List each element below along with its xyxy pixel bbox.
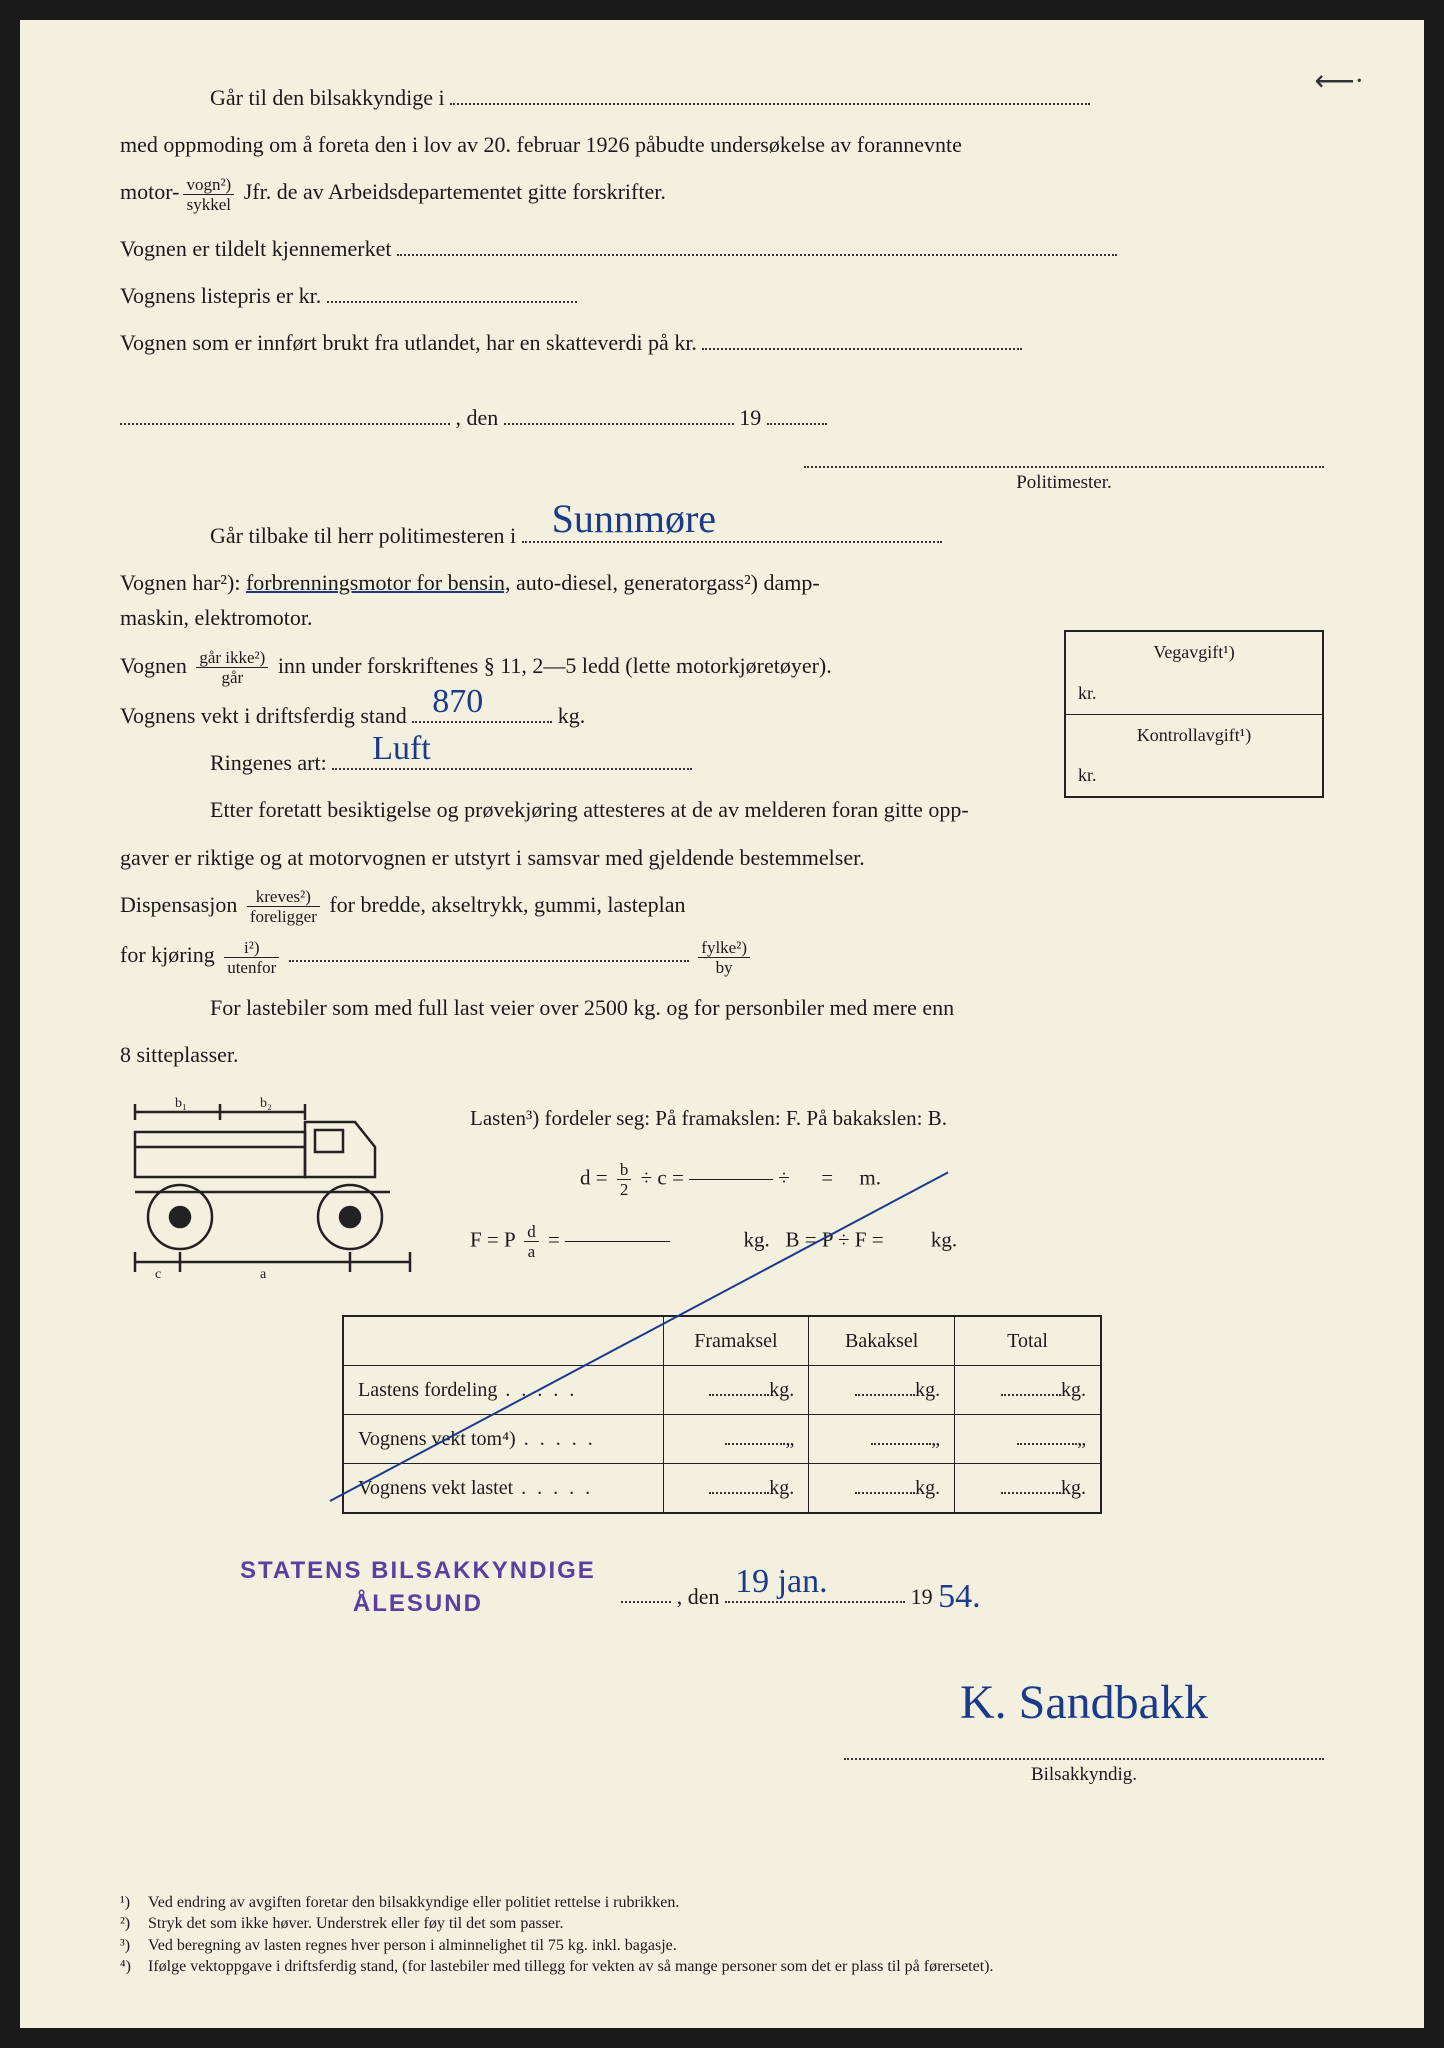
label: Bilsakkyndig.: [844, 1760, 1324, 1790]
kr1: kr.: [1066, 673, 1322, 714]
fraction-vogn-sykkel: vogn²)sykkel: [183, 176, 234, 213]
vegavgift-label: Vegavgift¹): [1066, 632, 1322, 673]
date-value: 19 jan.: [735, 1555, 828, 1609]
line-gar-ikke: Vognen går ikke²)går inn under forskrift…: [120, 648, 900, 686]
blank: [289, 940, 689, 962]
row2-label: Vognens vekt tom⁴): [358, 1428, 596, 1450]
label: Vognens vekt i driftsferdig stand: [120, 703, 407, 728]
kontrollavgift-label: Kontrollavgift¹): [1066, 715, 1322, 756]
value: Sunnmøre: [552, 487, 716, 551]
line-motor-types: Vognen har²): forbrenningsmotor for bens…: [120, 565, 900, 635]
document-page: ⟵· Går til den bilsakkyndige i med oppmo…: [0, 0, 1444, 2048]
fee-box: Vegavgift¹) kr. Kontrollavgift¹) kr.: [1064, 630, 1324, 798]
text: Dispensasjon: [120, 892, 237, 917]
value: Luft: [372, 722, 431, 776]
attestation-2: gaver er riktige og at motorvognen er ut…: [120, 840, 1324, 875]
kr2: kr.: [1066, 755, 1322, 796]
blank: [450, 83, 1090, 105]
signature: K. Sandbakk: [960, 1665, 1208, 1742]
text: inn under forskriftenes § 11, 2—5 ledd (…: [278, 653, 832, 678]
fn2: Stryk det som ikke høver. Understrek ell…: [148, 1913, 563, 1935]
final-signature: K. Sandbakk Bilsakkyndig.: [120, 1661, 1324, 1790]
line-date-1: , den 19: [120, 400, 1324, 435]
stamp: STATENS BILSAKKYNDIGE ÅLESUND: [240, 1554, 596, 1621]
truck-section: c a b₁ b₂ Lasten³) fordeler seg: På fram…: [120, 1092, 1324, 1285]
underlined: forbrenningsmotor for bensin,: [246, 570, 511, 595]
politimester-signature: Politimester.: [120, 466, 1324, 498]
blank: Sunnmøre: [522, 521, 942, 543]
text: Vognens listepris er kr.: [120, 283, 321, 308]
fn3: Ved beregning av lasten regnes hver pers…: [148, 1935, 677, 1957]
text: med oppmoding om å foreta den i lov av 2…: [120, 132, 962, 157]
blank: 870: [412, 701, 552, 723]
line-expert: Går til den bilsakkyndige i: [120, 80, 1324, 115]
year-value: 54.: [938, 1570, 981, 1624]
blank: [504, 403, 734, 425]
svg-text:b₂: b₂: [260, 1096, 272, 1111]
top-scribble: ⟵·: [1315, 60, 1364, 105]
row1-label: Lastens fordeling: [358, 1379, 577, 1401]
line-skatteverdi: Vognen som er innført brukt fra utlandet…: [120, 325, 1324, 360]
col-bakaksel: Bakaksel: [809, 1316, 955, 1366]
line2: maskin, elektromotor.: [120, 605, 312, 630]
line-motor-frac: motor-vogn²)sykkel Jfr. de av Arbeidsdep…: [120, 174, 1324, 212]
svg-text:c: c: [155, 1267, 161, 1282]
text: 19: [739, 405, 761, 430]
truck-diagram: c a b₁ b₂: [120, 1092, 440, 1282]
rest: auto-diesel, generatorgass²) damp-: [516, 570, 820, 595]
weight-table: Framaksel Bakaksel Total Lastens fordeli…: [342, 1315, 1102, 1514]
fraction-kreves: kreves²)foreligger: [247, 888, 320, 925]
unit: kg.: [558, 703, 586, 728]
svg-text:b₁: b₁: [175, 1096, 187, 1111]
line-listepris: Vognens listepris er kr.: [120, 278, 1324, 313]
blank: [327, 281, 577, 303]
blank: [767, 403, 827, 425]
fraction-fylke: fylke²)by: [698, 939, 750, 976]
text: for bredde, akseltrykk, gummi, lasteplan: [329, 892, 685, 917]
text: Vognen er tildelt kjennemerket: [120, 236, 391, 261]
text: motor-: [120, 179, 179, 204]
svg-text:a: a: [260, 1267, 267, 1282]
blank: [702, 328, 1022, 350]
line-request: med oppmoding om å foreta den i lov av 2…: [120, 127, 1324, 162]
col-framaksel: Framaksel: [663, 1316, 809, 1366]
line-dispensasjon: Dispensasjon kreves²)foreligger for bred…: [120, 887, 1324, 925]
line-back-police: Går tilbake til herr politimesteren i Su…: [120, 518, 1324, 553]
blank: [397, 234, 1117, 256]
text: for kjøring: [120, 942, 215, 967]
footnotes: ¹)Ved endring av avgiften foretar den bi…: [120, 1892, 1324, 1978]
text: Går tilbake til herr politimesteren i: [210, 523, 516, 548]
fn1: Ved endring av avgiften foretar den bils…: [148, 1892, 679, 1914]
blank: [120, 403, 450, 425]
text: Jfr. de av Arbeidsdepartementet gitte fo…: [244, 179, 666, 204]
fraction-gar: går ikke²)går: [196, 649, 268, 686]
row3-label: Vognens vekt lastet: [358, 1477, 593, 1499]
formula-area: Lasten³) fordeler seg: På framakslen: F.…: [470, 1092, 1324, 1285]
value: 870: [432, 675, 483, 729]
line-for-kjoring: for kjøring i²)utenfor fylke²)by: [120, 937, 1324, 975]
line-lastebiler-1: For lastebiler som med full last veier o…: [120, 990, 1324, 1025]
year-prefix: 19: [911, 1583, 933, 1608]
text: , den: [456, 405, 499, 430]
line-lastebiler-2: 8 sitteplasser.: [120, 1037, 1324, 1072]
label: Ringenes art:: [210, 750, 327, 775]
fn4: Ifølge vektoppgave i driftsferdig stand,…: [148, 1956, 994, 1978]
stamp-line1: STATENS BILSAKKYNDIGE: [240, 1557, 596, 1584]
label: Politimester.: [804, 468, 1324, 498]
text: Går til den bilsakkyndige i: [210, 85, 445, 110]
text: Vognen: [120, 653, 187, 678]
text: Vognen som er innført brukt fra utlandet…: [120, 330, 697, 355]
text: Vognen har²):: [120, 570, 240, 595]
blank: Luft: [332, 748, 692, 770]
den: , den: [677, 1583, 720, 1608]
lasten-fordeler: Lasten³) fordeler seg: På framakslen: F.…: [470, 1102, 1324, 1136]
col-total: Total: [955, 1316, 1101, 1366]
stamp-signature-row: STATENS BILSAKKYNDIGE ÅLESUND , den 19 j…: [120, 1554, 1324, 1621]
line-kjennemerke: Vognen er tildelt kjennemerket: [120, 231, 1324, 266]
fraction-i: i²)utenfor: [224, 939, 279, 976]
stamp-line2: ÅLESUND: [353, 1590, 483, 1617]
